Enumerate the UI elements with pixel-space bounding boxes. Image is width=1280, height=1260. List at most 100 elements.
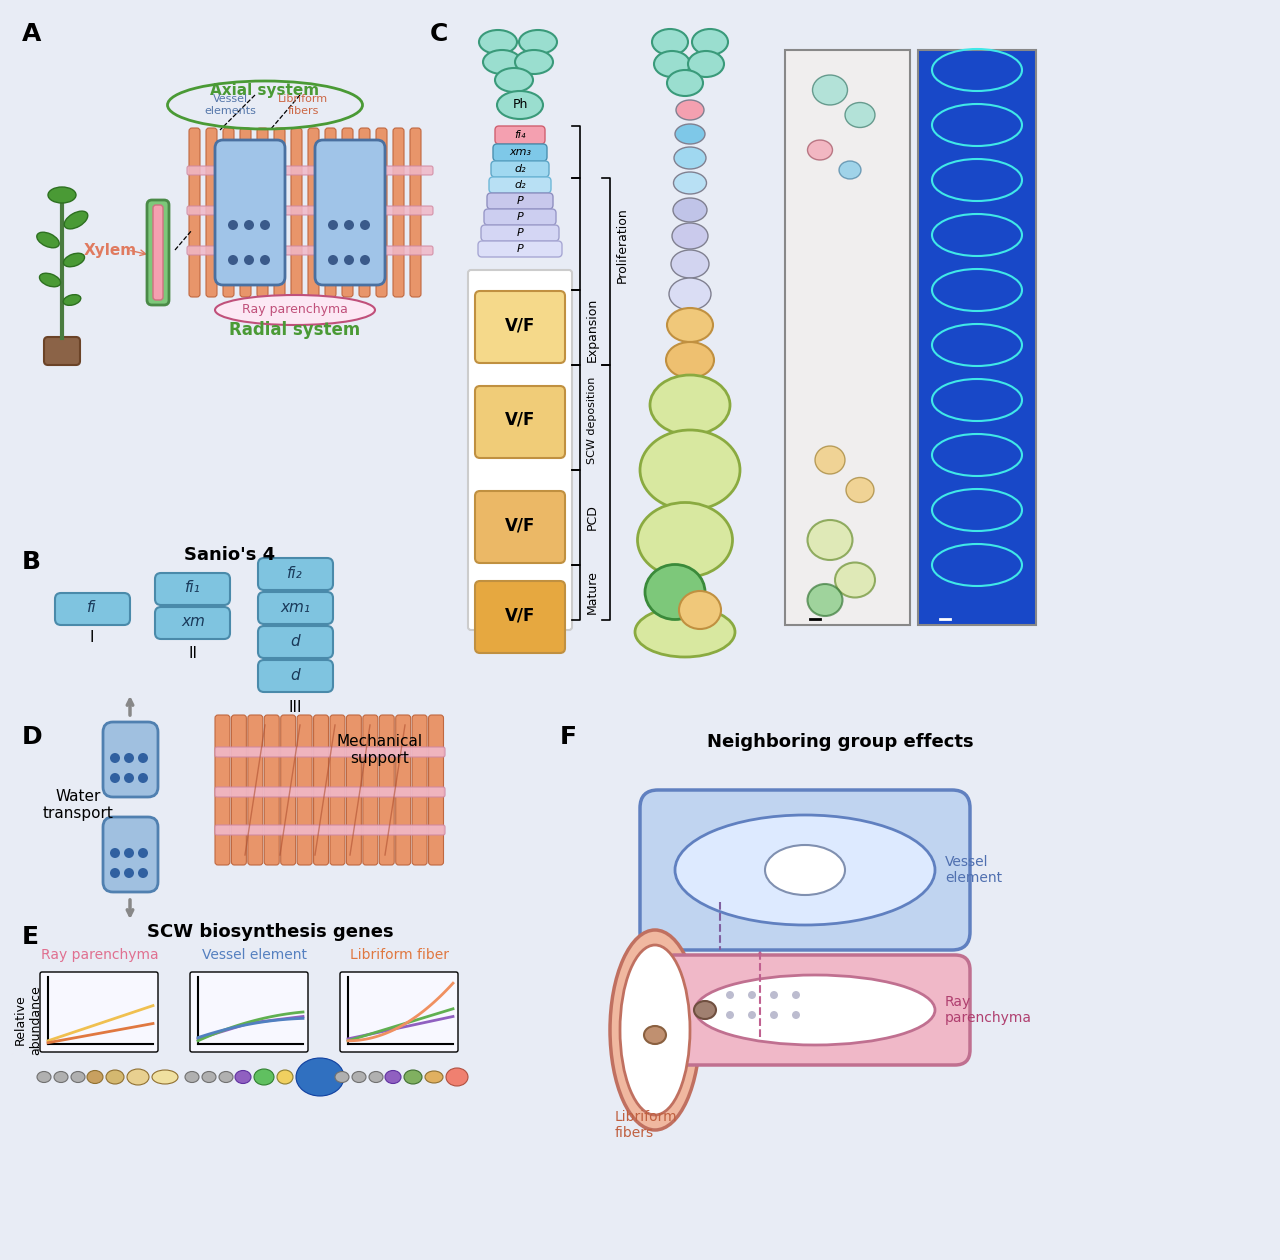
Text: d₂: d₂ bbox=[515, 164, 526, 174]
FancyBboxPatch shape bbox=[187, 246, 433, 255]
Circle shape bbox=[792, 1011, 800, 1019]
Circle shape bbox=[138, 753, 148, 764]
Ellipse shape bbox=[335, 1071, 349, 1082]
Ellipse shape bbox=[49, 186, 76, 203]
Circle shape bbox=[344, 255, 355, 265]
Circle shape bbox=[110, 772, 120, 782]
Ellipse shape bbox=[808, 140, 832, 160]
Ellipse shape bbox=[672, 223, 708, 249]
Ellipse shape bbox=[236, 1071, 251, 1084]
Ellipse shape bbox=[385, 1071, 401, 1084]
FancyBboxPatch shape bbox=[330, 714, 344, 866]
FancyBboxPatch shape bbox=[102, 816, 157, 892]
Ellipse shape bbox=[765, 845, 845, 895]
Circle shape bbox=[771, 1011, 778, 1019]
Ellipse shape bbox=[404, 1070, 422, 1084]
Text: d₂: d₂ bbox=[515, 180, 526, 190]
FancyBboxPatch shape bbox=[187, 205, 433, 215]
Text: fi₂: fi₂ bbox=[287, 566, 303, 581]
Ellipse shape bbox=[495, 68, 532, 92]
Circle shape bbox=[228, 255, 238, 265]
FancyBboxPatch shape bbox=[340, 971, 458, 1052]
FancyBboxPatch shape bbox=[55, 593, 131, 625]
FancyBboxPatch shape bbox=[379, 714, 394, 866]
FancyBboxPatch shape bbox=[495, 126, 545, 144]
Circle shape bbox=[110, 753, 120, 764]
Text: P: P bbox=[517, 212, 524, 222]
FancyBboxPatch shape bbox=[325, 129, 335, 297]
Circle shape bbox=[138, 772, 148, 782]
Ellipse shape bbox=[87, 1071, 102, 1084]
Ellipse shape bbox=[611, 930, 700, 1130]
FancyBboxPatch shape bbox=[215, 747, 445, 757]
Ellipse shape bbox=[666, 341, 714, 378]
Ellipse shape bbox=[64, 212, 88, 229]
FancyBboxPatch shape bbox=[376, 129, 387, 297]
Ellipse shape bbox=[369, 1071, 383, 1082]
FancyBboxPatch shape bbox=[396, 714, 411, 866]
FancyBboxPatch shape bbox=[215, 714, 230, 866]
Text: B: B bbox=[22, 551, 41, 575]
Text: Mature: Mature bbox=[585, 570, 599, 614]
Text: fi: fi bbox=[87, 601, 97, 615]
Ellipse shape bbox=[186, 1071, 198, 1082]
FancyBboxPatch shape bbox=[297, 714, 312, 866]
Ellipse shape bbox=[845, 102, 876, 127]
Text: Vessel
element: Vessel element bbox=[945, 854, 1002, 885]
Ellipse shape bbox=[675, 815, 934, 925]
Ellipse shape bbox=[152, 1070, 178, 1084]
FancyBboxPatch shape bbox=[358, 129, 370, 297]
Text: P: P bbox=[517, 244, 524, 255]
Circle shape bbox=[328, 255, 338, 265]
FancyBboxPatch shape bbox=[274, 129, 285, 297]
FancyBboxPatch shape bbox=[215, 140, 285, 285]
FancyBboxPatch shape bbox=[259, 660, 333, 692]
Circle shape bbox=[138, 848, 148, 858]
Ellipse shape bbox=[515, 50, 553, 74]
Circle shape bbox=[726, 992, 733, 999]
Text: Ray parenchyma: Ray parenchyma bbox=[242, 304, 348, 316]
Text: E: E bbox=[22, 925, 38, 949]
Circle shape bbox=[260, 220, 270, 231]
FancyBboxPatch shape bbox=[362, 714, 378, 866]
FancyBboxPatch shape bbox=[493, 144, 547, 161]
Circle shape bbox=[344, 220, 355, 231]
Text: A: A bbox=[22, 21, 41, 47]
Ellipse shape bbox=[846, 478, 874, 503]
Ellipse shape bbox=[425, 1071, 443, 1084]
Ellipse shape bbox=[835, 562, 876, 597]
Ellipse shape bbox=[689, 50, 724, 77]
Circle shape bbox=[124, 868, 134, 878]
Circle shape bbox=[771, 992, 778, 999]
FancyBboxPatch shape bbox=[257, 129, 268, 297]
Text: Radial system: Radial system bbox=[229, 321, 361, 339]
Text: Ray parenchyma: Ray parenchyma bbox=[41, 948, 159, 961]
FancyBboxPatch shape bbox=[189, 971, 308, 1052]
Ellipse shape bbox=[815, 446, 845, 474]
FancyBboxPatch shape bbox=[393, 129, 404, 297]
Ellipse shape bbox=[669, 278, 710, 310]
FancyBboxPatch shape bbox=[215, 825, 445, 835]
Text: C: C bbox=[430, 21, 448, 47]
Circle shape bbox=[360, 220, 370, 231]
Text: II: II bbox=[188, 645, 197, 660]
FancyBboxPatch shape bbox=[155, 607, 230, 639]
FancyBboxPatch shape bbox=[475, 491, 564, 563]
FancyBboxPatch shape bbox=[486, 193, 553, 209]
Circle shape bbox=[748, 992, 756, 999]
FancyBboxPatch shape bbox=[232, 714, 246, 866]
Ellipse shape bbox=[518, 30, 557, 54]
FancyBboxPatch shape bbox=[280, 714, 296, 866]
FancyBboxPatch shape bbox=[347, 714, 361, 866]
Ellipse shape bbox=[637, 503, 732, 577]
Ellipse shape bbox=[106, 1070, 124, 1084]
Text: fi₄: fi₄ bbox=[515, 130, 526, 140]
Ellipse shape bbox=[276, 1070, 293, 1084]
FancyBboxPatch shape bbox=[475, 291, 564, 363]
Text: fi₁: fi₁ bbox=[186, 581, 201, 596]
FancyBboxPatch shape bbox=[412, 714, 428, 866]
Ellipse shape bbox=[667, 71, 703, 96]
FancyBboxPatch shape bbox=[189, 129, 200, 297]
FancyBboxPatch shape bbox=[155, 573, 230, 605]
Text: Expansion: Expansion bbox=[585, 297, 599, 362]
